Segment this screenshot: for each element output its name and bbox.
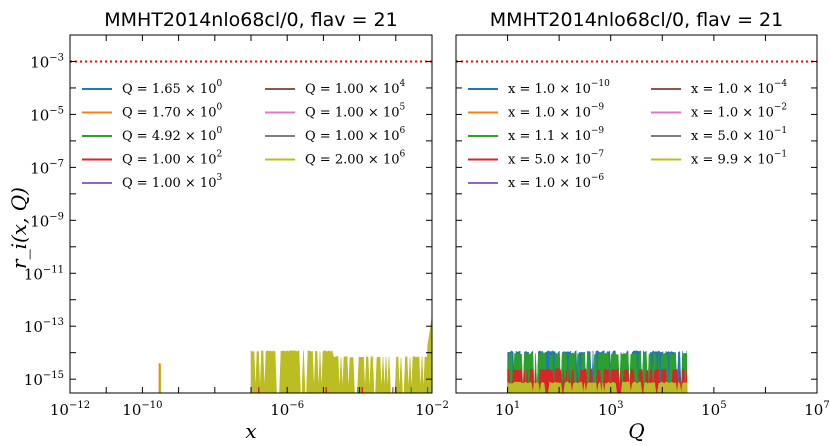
- legend-entry: Q = 1.00 × 104: [265, 79, 405, 97]
- panel-title: MMHT2014nlo68cl/0, flav = 21: [104, 9, 397, 31]
- legend-label: Q = 2.00 × 106: [305, 150, 405, 168]
- y-tick-label: 10−7: [30, 158, 64, 177]
- y-tick-label: 10−9: [30, 211, 64, 230]
- legend-entry: Q = 1.00 × 103: [82, 173, 222, 191]
- legend-label: Q = 1.00 × 106: [305, 126, 405, 144]
- x-tick-label: 103: [598, 400, 623, 419]
- legend-entry: x = 1.1 × 10−9: [468, 126, 604, 144]
- series-band: [507, 381, 688, 393]
- legend-entry: Q = 1.00 × 106: [265, 126, 405, 144]
- x-axis-label: x: [245, 419, 256, 443]
- x-tick-label: 105: [701, 400, 726, 419]
- legend-entry: Q = 1.70 × 100: [82, 103, 222, 121]
- plot-area: [456, 60, 817, 393]
- y-tick-label: 10−13: [24, 317, 64, 336]
- legend-entry: Q = 1.65 × 100: [82, 79, 222, 97]
- legend-label: Q = 1.00 × 105: [305, 103, 405, 121]
- legend-entry: Q = 1.00 × 105: [265, 103, 405, 121]
- x-tick-label: 10−12: [50, 400, 90, 419]
- legend-label: x = 1.0 × 10−10: [508, 79, 610, 97]
- x-tick-label: 10−10: [122, 400, 162, 419]
- legend-label: Q = 1.00 × 104: [305, 79, 405, 97]
- y-tick-label: 10−15: [24, 370, 64, 389]
- legend-label: x = 1.0 × 10−6: [508, 173, 604, 191]
- legend-label: x = 1.0 × 10−9: [508, 103, 604, 121]
- y-tick-label: 10−3: [30, 52, 64, 71]
- x-tick-label: 10−6: [270, 400, 304, 419]
- axes-frame: [455, 34, 818, 394]
- y-tick-label: 10−11: [24, 264, 64, 283]
- x-axis-label: Q: [628, 419, 644, 443]
- legend-entry: x = 1.0 × 10−10: [468, 79, 610, 97]
- x-tick-label: 107: [804, 400, 829, 419]
- legend-entry: x = 1.0 × 10−9: [468, 103, 604, 121]
- left-panel: 10−12 10−10 10−6 10−2 10−15 10−13 10−11 10−9 10−…: [24, 9, 449, 443]
- y-tick-label: 10−5: [30, 105, 64, 124]
- legend-label: Q = 1.00 × 102: [122, 150, 222, 168]
- legend-entry: x = 1.0 × 10−2: [651, 103, 787, 121]
- y-axis-label: r_i(x, Q): [7, 187, 31, 269]
- legend-label: Q = 1.70 × 100: [122, 103, 222, 121]
- legend-label: Q = 4.92 × 100: [122, 126, 222, 144]
- series-band: [250, 349, 432, 393]
- legend-entry: x = 1.0 × 10−6: [468, 173, 604, 191]
- legend-entry: x = 1.0 × 10−4: [651, 79, 787, 97]
- legend-entry: Q = 4.92 × 100: [82, 126, 222, 144]
- legend-entry: x = 9.9 × 10−1: [651, 150, 787, 168]
- legend-label: x = 1.0 × 10−4: [691, 79, 787, 97]
- legend-entry: x = 5.0 × 10−7: [468, 150, 604, 168]
- series-endpoint: [425, 318, 432, 393]
- legend-label: x = 5.0 × 10−7: [508, 150, 604, 168]
- legend-entry: Q = 1.00 × 102: [82, 150, 222, 168]
- legend-entry: x = 5.0 × 10−1: [651, 126, 787, 144]
- legend-label: x = 9.9 × 10−1: [691, 150, 787, 168]
- right-panel: 101 103 105 107 MMHT2014nlo68cl/0, flav = 21…: [455, 9, 830, 443]
- legend-label: Q = 1.00 × 103: [122, 173, 222, 191]
- legend-entry: Q = 2.00 × 106: [265, 150, 405, 168]
- x-tick-label: 101: [495, 400, 520, 419]
- legend-label: x = 5.0 × 10−1: [691, 126, 787, 144]
- legend-label: x = 1.1 × 10−9: [508, 126, 604, 144]
- panel-title: MMHT2014nlo68cl/0, flav = 21: [490, 9, 783, 31]
- x-tick-label: 10−2: [415, 400, 449, 419]
- legend-label: Q = 1.65 × 100: [122, 79, 222, 97]
- legend-label: x = 1.0 × 10−2: [691, 103, 787, 121]
